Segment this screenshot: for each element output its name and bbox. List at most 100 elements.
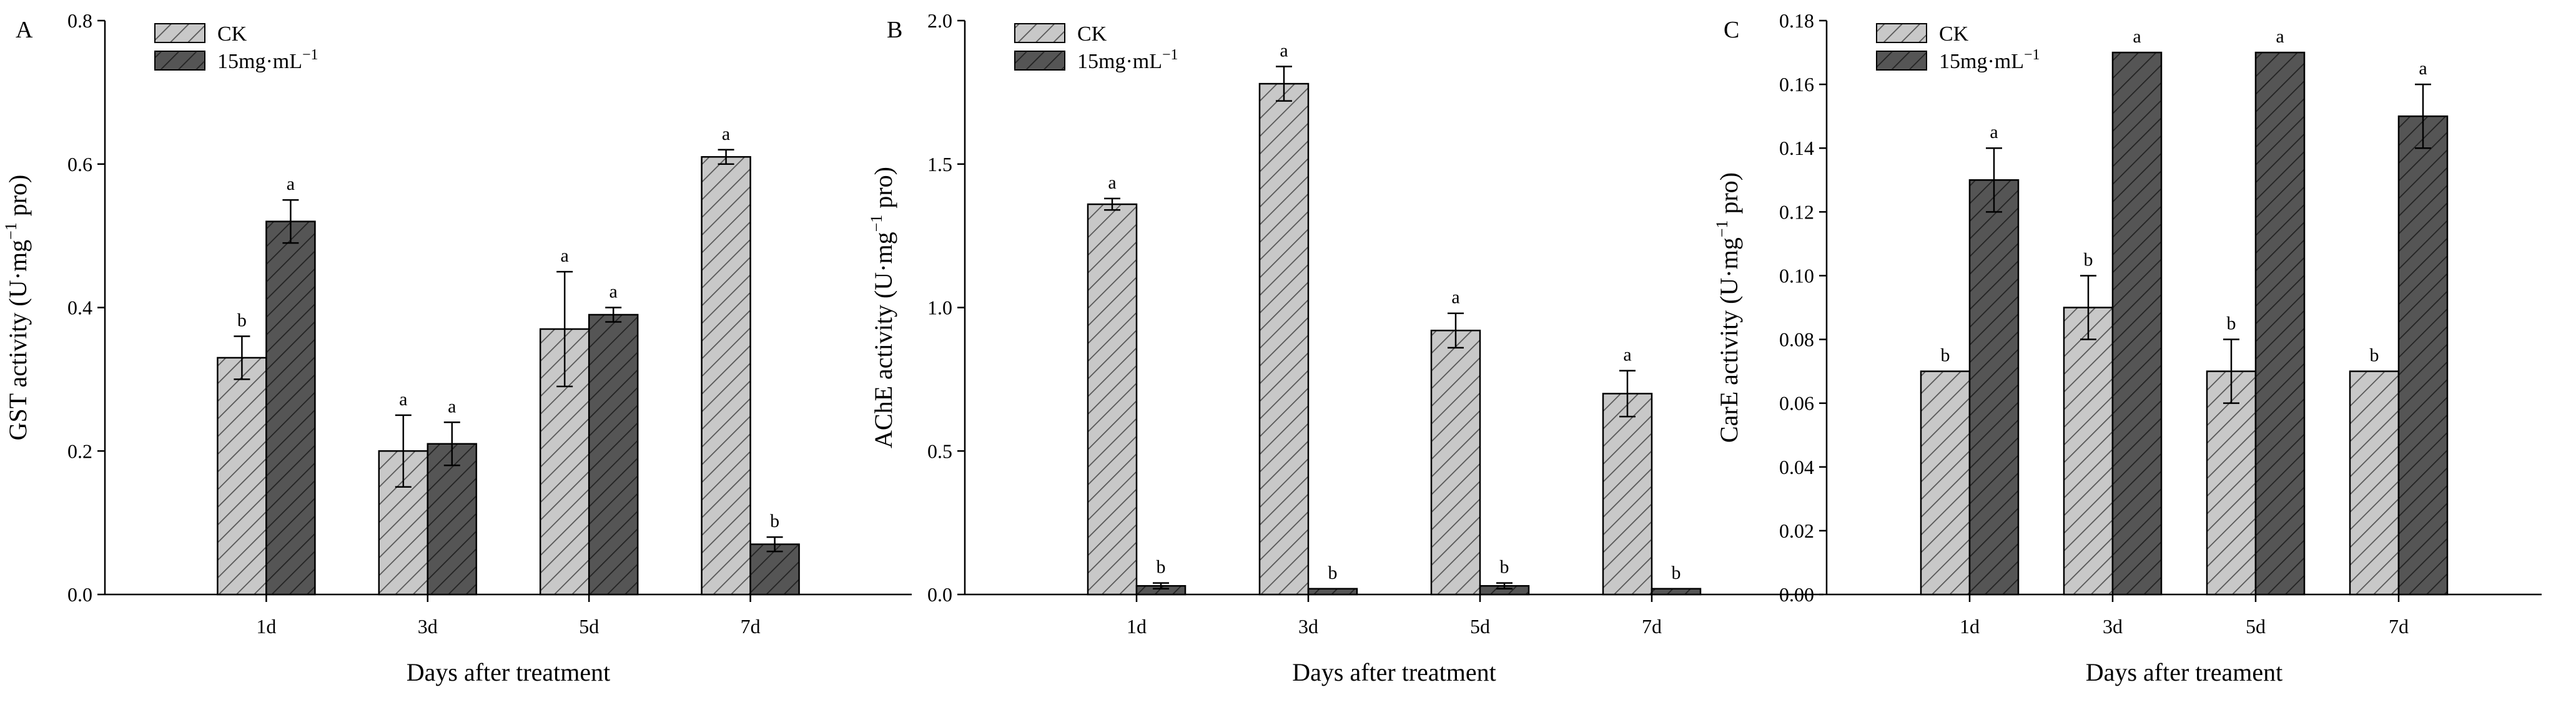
- legend-label-text: 15mg·mL: [1077, 50, 1162, 73]
- panel-letter: C: [1724, 17, 1739, 43]
- y-tick-label: 0.00: [1779, 583, 1814, 606]
- significance-label: b: [237, 310, 247, 330]
- legend-label-text: CK: [217, 22, 247, 46]
- panel-C: C 0.00 0.02 0.04 0.06 0.08 0.10 0.12 0.14 0.16 0.1…: [1713, 9, 2542, 686]
- significance-label: a: [1280, 41, 1288, 61]
- significance-label: b: [770, 511, 779, 531]
- legend-label-sup: −1: [2024, 47, 2040, 63]
- x-tick-label: 1d: [1960, 615, 1980, 638]
- x-tick-label: 5d: [1470, 615, 1490, 638]
- x-axis-title: Days after treatment: [1292, 658, 1496, 686]
- bar-treatment-7d: [2397, 115, 2449, 596]
- y-tick-label: 0.6: [67, 153, 92, 175]
- y-axis-title-main: CarE activity (U·mg: [1715, 237, 1743, 443]
- significance-label: b: [2370, 345, 2379, 366]
- bar-ck-3d: [1258, 82, 1310, 596]
- y-axis-title: CarE activity (U·mg−1 pro): [1713, 172, 1743, 443]
- legend-label-text: CK: [1077, 22, 1107, 46]
- y-axis-title-main: AChE activity (U·mg: [869, 232, 897, 448]
- bar-ck-3d: [2063, 307, 2114, 596]
- significance-label: a: [2276, 26, 2284, 47]
- legend-swatch-treatment: [1876, 51, 1927, 71]
- y-tick-label: 2.0: [927, 9, 952, 32]
- x-tick-label: 3d: [1298, 615, 1318, 638]
- significance-label: a: [399, 389, 407, 410]
- legend-label-sup: −1: [1162, 47, 1178, 63]
- significance-label: a: [561, 245, 569, 266]
- legend-label-ck: CK: [1077, 22, 1107, 46]
- legend-label-text: 15mg·mL: [1939, 50, 2024, 73]
- legend-label-treatment: 15mg·mL−1: [1939, 47, 2040, 73]
- significance-label: a: [1451, 287, 1459, 308]
- y-axis-title-end: pro): [4, 175, 32, 223]
- significance-label: b: [1941, 345, 1950, 366]
- bar-treatment-3d: [427, 443, 478, 596]
- x-tick-label: 3d: [2103, 615, 2123, 638]
- significance-label: a: [448, 396, 456, 417]
- x-axis-title: Days after treatment: [407, 658, 611, 686]
- significance-label: a: [1108, 172, 1116, 193]
- y-tick-label: 1.0: [927, 297, 952, 319]
- significance-label: a: [1623, 345, 1631, 365]
- bar-ck-1d: [217, 357, 267, 596]
- bar-ck-1d: [1920, 370, 1971, 596]
- significance-label: a: [2419, 58, 2427, 79]
- bar-treatment-1d: [1968, 179, 2020, 596]
- legend-label-treatment: 15mg·mL−1: [217, 47, 318, 73]
- y-axis-title: GST activity (U·mg−1 pro): [2, 175, 32, 441]
- x-tick-label: 1d: [256, 615, 276, 638]
- y-tick-label: 0.0: [927, 583, 952, 606]
- y-tick-label: 0.8: [67, 9, 92, 32]
- y-axis-title-end: pro): [869, 167, 897, 215]
- panel-letter: A: [16, 17, 33, 43]
- bar-treatment-7d: [1651, 588, 1702, 596]
- x-tick-label: 1d: [1127, 615, 1147, 638]
- bar-treatment-5d: [588, 313, 639, 596]
- legend-swatch-ck: [1876, 23, 1927, 43]
- y-tick-label: 0.5: [927, 440, 952, 462]
- significance-label: b: [2084, 249, 2093, 270]
- bar-ck-5d: [2206, 370, 2257, 596]
- significance-label: a: [2133, 26, 2141, 47]
- legend-label-ck: CK: [1939, 22, 1969, 46]
- y-tick-label: 0.18: [1779, 9, 1814, 32]
- y-axis-title-sup: −1: [867, 215, 886, 232]
- x-tick-label: 5d: [2246, 615, 2266, 638]
- legend-swatch-treatment: [1014, 51, 1065, 71]
- significance-label: b: [1672, 563, 1681, 583]
- bar-ck-7d: [2349, 370, 2400, 596]
- y-axis-title-end: pro): [1715, 172, 1743, 220]
- y-tick-label: 0.08: [1779, 328, 1814, 351]
- legend-label-text: CK: [1939, 22, 1969, 46]
- x-axis-title: Days after treament: [2086, 658, 2282, 686]
- y-tick-label: 0.02: [1779, 520, 1814, 542]
- x-tick-label: 7d: [741, 615, 761, 638]
- y-tick-label: 0.10: [1779, 264, 1814, 287]
- legend-label-sup: −1: [302, 47, 318, 63]
- significance-label: a: [609, 282, 618, 302]
- legend-label-treatment: 15mg·mL−1: [1077, 47, 1178, 73]
- bar-ck-7d: [1602, 393, 1653, 596]
- y-tick-label: 0.14: [1779, 137, 1814, 159]
- significance-label: b: [1328, 563, 1338, 583]
- legend-swatch-ck: [154, 23, 205, 43]
- panel-letter: B: [887, 17, 902, 43]
- significance-label: a: [287, 174, 295, 194]
- legend-label-ck: CK: [217, 22, 247, 46]
- y-tick-label: 1.5: [927, 153, 952, 175]
- y-tick-label: 0.04: [1779, 456, 1814, 478]
- legend-swatch-treatment: [154, 51, 205, 71]
- y-tick-label: 0.06: [1779, 392, 1814, 415]
- y-tick-label: 0.4: [67, 297, 92, 319]
- bar-treatment-3d: [1307, 588, 1358, 596]
- y-axis-title: AChE activity (U·mg−1 pro): [867, 167, 897, 448]
- bar-treatment-3d: [2111, 51, 2163, 596]
- bar-ck-7d: [701, 156, 751, 596]
- bar-ck-5d: [1430, 330, 1481, 596]
- significance-label: b: [2227, 313, 2236, 334]
- y-tick-label: 0.12: [1779, 200, 1814, 223]
- legend-swatch-ck: [1014, 23, 1065, 43]
- legend-label-text: 15mg·mL: [217, 50, 302, 73]
- x-tick-label: 7d: [1642, 615, 1662, 638]
